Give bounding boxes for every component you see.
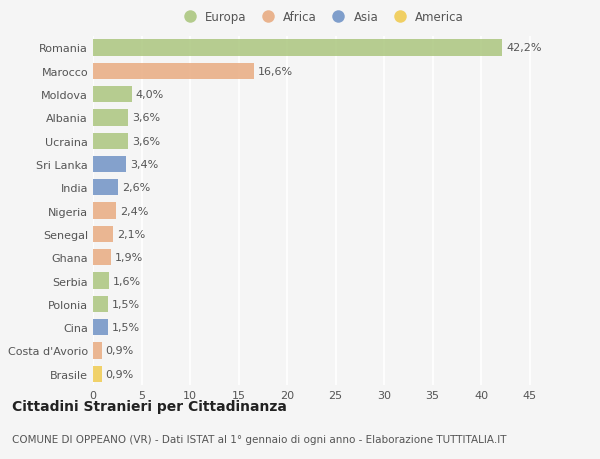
Bar (93, 133, 128, 150)
Text: 3,6%: 3,6% (132, 113, 160, 123)
Bar (93, 319, 107, 336)
Text: 42,2%: 42,2% (506, 43, 542, 53)
Text: COMUNE DI OPPEANO (VR) - Dati ISTAT al 1° gennaio di ogni anno - Elaborazione TU: COMUNE DI OPPEANO (VR) - Dati ISTAT al 1… (12, 434, 506, 444)
Bar (93, 63, 254, 80)
Bar (93, 180, 118, 196)
Bar (93, 273, 109, 289)
Text: Cittadini Stranieri per Cittadinanza: Cittadini Stranieri per Cittadinanza (12, 399, 287, 413)
Text: 0,9%: 0,9% (106, 346, 134, 356)
Text: 3,4%: 3,4% (130, 160, 158, 170)
Legend: Europa, Africa, Asia, America: Europa, Africa, Asia, America (178, 11, 464, 24)
Text: 0,9%: 0,9% (106, 369, 134, 379)
Text: 4,0%: 4,0% (136, 90, 164, 100)
Bar (93, 203, 116, 219)
Bar (93, 342, 102, 359)
Bar (93, 110, 128, 126)
Text: 1,6%: 1,6% (112, 276, 140, 286)
Text: 16,6%: 16,6% (258, 67, 293, 77)
Text: 1,5%: 1,5% (112, 299, 140, 309)
Bar (93, 250, 112, 266)
Bar (93, 226, 113, 242)
Text: 1,9%: 1,9% (115, 252, 143, 263)
Text: 2,6%: 2,6% (122, 183, 151, 193)
Text: 2,1%: 2,1% (117, 230, 146, 240)
Bar (93, 157, 126, 173)
Bar (93, 296, 107, 312)
Text: 1,5%: 1,5% (112, 322, 140, 332)
Text: 3,6%: 3,6% (132, 136, 160, 146)
Bar (93, 87, 132, 103)
Bar (93, 366, 102, 382)
Bar (93, 40, 502, 56)
Text: 2,4%: 2,4% (120, 206, 149, 216)
